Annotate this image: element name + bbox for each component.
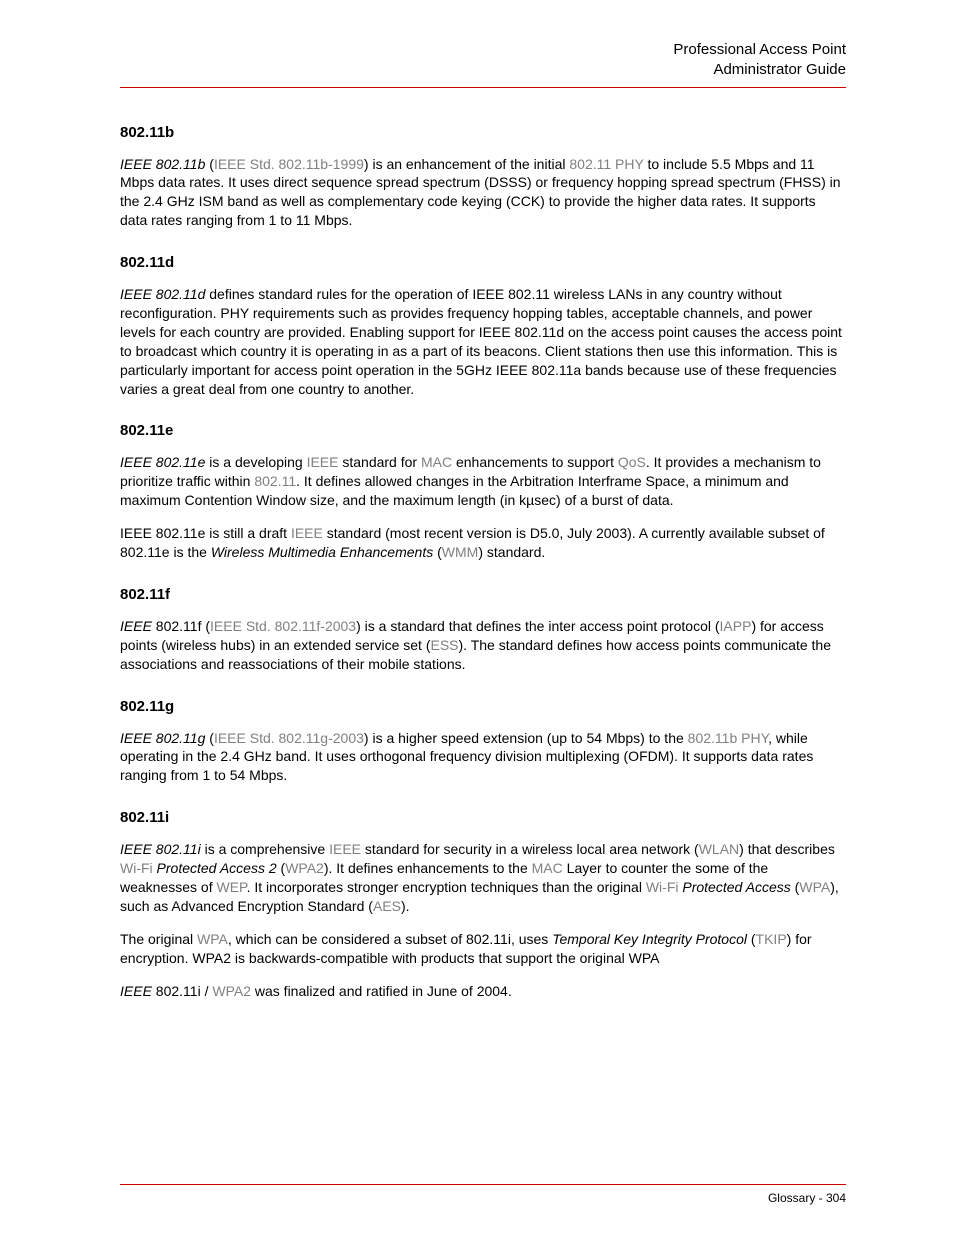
link-qos[interactable]: QoS (618, 454, 646, 470)
link-wmm[interactable]: WMM (442, 544, 479, 560)
text: The original (120, 931, 197, 947)
heading-80211b: 802.11b (120, 124, 846, 141)
text: is a comprehensive (201, 841, 329, 857)
link-mac[interactable]: MAC (532, 860, 563, 876)
link-80211b[interactable]: 802.11b (688, 730, 738, 746)
term-ieee-80211g: IEEE 802.11g (120, 730, 205, 746)
text: ) is a higher speed extension (up to 54 … (364, 730, 688, 746)
term-ieee-80211e: IEEE 802.11e (120, 454, 205, 470)
link-ieee-std-80211g-2003[interactable]: IEEE Std. 802.11g-2003 (214, 730, 364, 746)
term-protected-access: Protected Access (682, 879, 790, 895)
paragraph-80211e-2: IEEE 802.11e is still a draft IEEE stand… (120, 524, 846, 562)
link-ess[interactable]: ESS (430, 637, 458, 653)
text: ( (205, 156, 214, 172)
text: ( (205, 730, 214, 746)
heading-80211g: 802.11g (120, 698, 846, 715)
page-footer: Glossary - 304 (120, 1184, 846, 1205)
paragraph-80211b: IEEE 802.11b (IEEE Std. 802.11b-1999) is… (120, 155, 846, 231)
text: IEEE 802.11e is still a draft (120, 525, 291, 541)
text: ) is an enhancement of the initial (364, 156, 569, 172)
term-tkip: Temporal Key Integrity Protocol (552, 931, 747, 947)
text: . It incorporates stronger encryption te… (247, 879, 646, 895)
header-line1: Professional Access Point (673, 41, 846, 58)
link-ieee-std-80211b-1999[interactable]: IEEE Std. 802.11b-1999 (214, 156, 364, 172)
link-aes[interactable]: AES (373, 898, 401, 914)
text: ) is a standard that defines the inter a… (356, 618, 719, 634)
term-ieee-80211i: IEEE 802.11i (120, 841, 201, 857)
term-wme: Wireless Multimedia Enhancements (211, 544, 433, 560)
paragraph-80211f: IEEE 802.11f (IEEE Std. 802.11f-2003) is… (120, 617, 846, 674)
text: ( (747, 931, 756, 947)
text: ). (401, 898, 410, 914)
paragraph-80211i-3: IEEE 802.11i / WPA2 was finalized and ra… (120, 982, 846, 1001)
text: defines standard rules for the operation… (120, 286, 842, 396)
term-ieee-80211b: IEEE 802.11b (120, 156, 205, 172)
link-ieee[interactable]: IEEE (307, 454, 339, 470)
link-wpa2[interactable]: WPA2 (212, 983, 251, 999)
text: ) standard. (478, 544, 545, 560)
paragraph-80211i-1: IEEE 802.11i is a comprehensive IEEE sta… (120, 840, 846, 916)
link-80211[interactable]: 802.11 (254, 473, 296, 489)
page-header: Professional Access Point Administrator … (120, 40, 846, 88)
link-tkip[interactable]: TKIP (756, 931, 787, 947)
text: 802.11f ( (152, 618, 210, 634)
link-ieee[interactable]: IEEE (329, 841, 361, 857)
text: was finalized and ratified in June of 20… (251, 983, 512, 999)
link-iapp[interactable]: IAPP (720, 618, 752, 634)
link-ieee[interactable]: IEEE (291, 525, 323, 541)
link-wlan[interactable]: WLAN (699, 841, 739, 857)
link-mac[interactable]: MAC (421, 454, 452, 470)
paragraph-80211i-2: The original WPA, which can be considere… (120, 930, 846, 968)
text: ). It defines enhancements to the (324, 860, 532, 876)
term-protected-access-2: Protected Access 2 (157, 860, 277, 876)
link-wifi[interactable]: Wi-Fi (120, 860, 153, 876)
text: enhancements to support (452, 454, 618, 470)
link-ieee-std-80211f-2003[interactable]: IEEE Std. 802.11f-2003 (210, 618, 356, 634)
paragraph-80211d: IEEE 802.11d defines standard rules for … (120, 285, 846, 398)
term-ieee-80211d: IEEE 802.11d (120, 286, 205, 302)
text: 802.11i / (152, 983, 212, 999)
paragraph-80211e-1: IEEE 802.11e is a developing IEEE standa… (120, 453, 846, 510)
link-80211[interactable]: 802.11 (569, 156, 611, 172)
term-ieee: IEEE (120, 983, 152, 999)
text: standard for (338, 454, 421, 470)
footer-label: Glossary - 304 (768, 1191, 846, 1205)
paragraph-80211g: IEEE 802.11g (IEEE Std. 802.11g-2003) is… (120, 729, 846, 786)
text: ) that describes (739, 841, 835, 857)
heading-80211i: 802.11i (120, 809, 846, 826)
heading-80211e: 802.11e (120, 422, 846, 439)
link-wpa[interactable]: WPA (197, 931, 228, 947)
heading-80211d: 802.11d (120, 254, 846, 271)
link-phy[interactable]: PHY (741, 730, 768, 746)
header-line2: Administrator Guide (713, 61, 846, 78)
text: is a developing (205, 454, 306, 470)
link-wpa2[interactable]: WPA2 (285, 860, 324, 876)
text: ( (433, 544, 442, 560)
link-phy[interactable]: PHY (615, 156, 644, 172)
link-wep[interactable]: WEP (217, 879, 247, 895)
link-wpa[interactable]: WPA (799, 879, 830, 895)
text: , which can be considered a subset of 80… (228, 931, 552, 947)
link-wifi[interactable]: Wi-Fi (646, 879, 679, 895)
heading-80211f: 802.11f (120, 586, 846, 603)
term-ieee: IEEE (120, 618, 152, 634)
page: Professional Access Point Administrator … (0, 0, 954, 1235)
text: standard for security in a wireless loca… (361, 841, 699, 857)
text: ( (277, 860, 286, 876)
